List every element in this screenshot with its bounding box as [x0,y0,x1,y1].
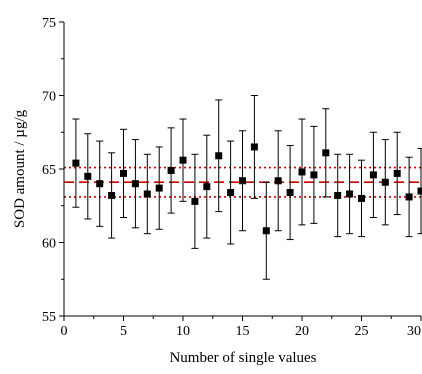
x-axis-title: Number of single values [169,350,316,366]
data-point-marker [310,171,317,178]
x-tick-label: 10 [176,324,190,339]
data-point-marker [382,179,389,186]
data-point-marker [334,192,341,199]
data-point-marker [168,167,175,174]
data-point-marker [418,188,422,195]
error-bars [72,96,422,280]
data-point-marker [96,180,103,187]
data-point-marker [263,227,270,234]
data-point-marker [156,185,163,192]
data-point-marker [132,180,139,187]
x-tick-label: 25 [355,324,369,339]
data-point-marker [406,193,413,200]
y-tick-label: 75 [42,16,56,31]
data-point-marker [251,143,258,150]
ticks: 0 5 10 15 20 25 30 55 60 65 70 75 [42,16,421,339]
data-point-marker [322,149,329,156]
data-point-marker [275,177,282,184]
data-point-marker [180,157,187,164]
y-axis-title: SOD amount / µg/g [12,109,28,228]
data-point-marker [346,190,353,197]
data-point-marker [239,177,246,184]
data-point-marker [394,170,401,177]
data-point-marker [72,160,79,167]
y-tick-label: 55 [42,310,56,325]
data-point-marker [227,189,234,196]
data-point-marker [215,152,222,159]
y-tick-label: 65 [42,163,56,178]
x-tick-label: 20 [295,324,309,339]
data-point-marker [370,171,377,178]
x-tick-label: 30 [407,324,421,339]
data-point-marker [287,189,294,196]
x-tick-label: 15 [236,324,250,339]
data-point-marker [108,192,115,199]
data-point-marker [84,173,91,180]
data-point-marker [203,183,210,190]
data-point-marker [191,198,198,205]
y-tick-label: 70 [42,90,56,105]
x-tick-label: 0 [61,324,68,339]
x-tick-label: 5 [120,324,127,339]
data-point-marker [299,168,306,175]
data-point-marker [358,195,365,202]
data-points [72,143,422,234]
y-tick-label: 60 [42,237,56,252]
data-point-marker [120,170,127,177]
data-point-marker [144,190,151,197]
